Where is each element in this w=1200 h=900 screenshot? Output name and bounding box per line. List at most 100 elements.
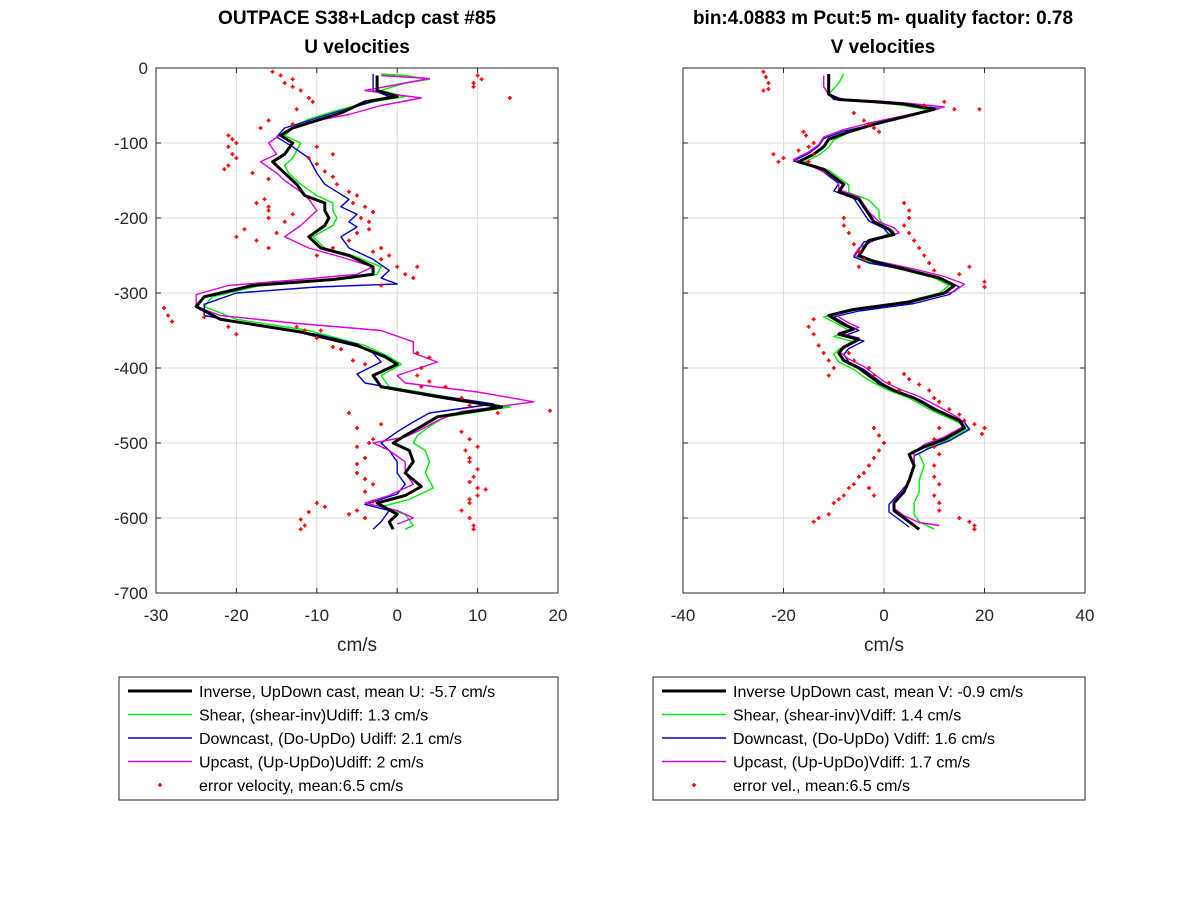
u-x-tick-label: 0 — [392, 606, 401, 625]
u-x-tick-label: 20 — [549, 606, 568, 625]
u-series-line-0 — [194, 75, 504, 531]
v-error-velocity-point — [902, 223, 907, 228]
v-error-velocity-point — [806, 324, 811, 329]
v-error-velocity-point — [947, 407, 952, 412]
v-x-axis-label: cm/s — [864, 635, 904, 656]
v-error-velocity-point — [982, 285, 987, 289]
v-error-velocity-point — [851, 111, 856, 115]
u-error-velocity-point — [415, 264, 420, 269]
u-error-velocity-point — [367, 227, 372, 232]
v-error-velocity-point — [846, 231, 851, 235]
u-error-velocity-point — [371, 482, 376, 487]
u-error-velocity-point — [459, 508, 464, 513]
u-error-velocity-point — [226, 324, 231, 329]
v-error-velocity-point — [861, 471, 866, 475]
v-error-velocity-point — [922, 253, 927, 258]
v-error-velocity-point — [907, 208, 912, 213]
u-error-velocity-point — [314, 336, 319, 340]
v-legend-label-3: Upcast, (Up-UpDo)Vdiff: 1.7 cm/s — [733, 755, 970, 772]
u-error-velocity-point — [250, 171, 255, 175]
u-error-velocity-point — [379, 283, 384, 288]
v-error-velocity-point — [876, 129, 881, 134]
u-error-velocity-point — [475, 486, 480, 490]
u-error-velocity-point — [290, 84, 295, 89]
v-x-tick-label: 40 — [1076, 606, 1095, 625]
v-error-velocity-point — [766, 87, 771, 91]
v-series-line-1 — [802, 73, 971, 530]
u-y-tick-label: -600 — [114, 509, 148, 528]
u-error-velocity-point — [371, 210, 376, 214]
v-error-velocity-point — [846, 351, 851, 355]
u-legend-label-2: Downcast, (Do-UpDo) Udiff: 2.1 cm/s — [199, 731, 462, 748]
u-error-velocity-point — [467, 403, 472, 408]
u-error-velocity-point — [475, 493, 480, 498]
u-error-velocity-point — [314, 501, 319, 505]
u-error-velocity-point — [395, 264, 400, 269]
u-y-tick-label: -300 — [114, 284, 148, 303]
u-error-velocity-point — [330, 345, 335, 349]
u-error-velocity-point — [254, 238, 259, 243]
u-error-velocity-point — [371, 499, 376, 504]
v-error-velocity-point — [937, 399, 942, 404]
v-error-velocity-point — [811, 332, 816, 337]
u-error-velocity-point — [334, 182, 339, 187]
v-error-velocity-point — [979, 432, 984, 436]
v-error-velocity-point — [861, 257, 866, 262]
u-error-velocity-point — [162, 306, 167, 310]
v-error-velocity-point — [841, 216, 846, 220]
u-error-velocity-point — [355, 231, 359, 235]
u-error-velocity-point — [282, 81, 287, 85]
u-error-velocity-point — [355, 462, 359, 466]
v-error-velocity-point — [826, 358, 831, 363]
u-chart-title-line-2: U velocities — [304, 37, 410, 58]
v-error-velocity-point — [937, 482, 942, 487]
u-legend-label-0: Inverse, UpDown cast, mean U: -5.7 cm/s — [199, 684, 495, 701]
u-error-velocity-point — [463, 448, 468, 453]
u-error-velocity-point — [419, 384, 424, 389]
v-error-velocity-point — [932, 396, 937, 400]
u-error-velocity-point — [471, 474, 476, 479]
u-error-velocity-point — [290, 77, 295, 82]
u-error-velocity-point — [363, 204, 368, 209]
v-error-velocity-point — [932, 493, 937, 498]
u-error-velocity-point — [355, 508, 359, 513]
v-error-velocity-point — [816, 516, 821, 520]
v-error-velocity-point — [907, 377, 912, 382]
u-error-velocity-point — [266, 177, 271, 181]
v-error-velocity-point — [801, 129, 806, 134]
v-legend-swatch-error — [692, 783, 696, 787]
v-error-velocity-point — [871, 493, 876, 498]
u-error-velocity-point — [230, 152, 235, 157]
u-error-velocity-point — [310, 99, 315, 104]
u-error-velocity-point — [379, 246, 384, 250]
v-error-velocity-point — [937, 452, 942, 457]
v-error-velocity-point — [962, 418, 967, 423]
v-error-velocity-point — [882, 441, 886, 445]
v-chart-title-line-2: V velocities — [831, 37, 936, 58]
u-error-velocity-point — [314, 144, 319, 149]
u-error-velocity-point — [379, 257, 384, 262]
v-x-tick-label: -40 — [671, 606, 696, 625]
u-error-velocity-point — [226, 163, 231, 168]
u-error-velocity-point — [346, 238, 351, 243]
v-error-velocity-point — [831, 501, 836, 505]
u-error-velocity-point — [363, 516, 368, 520]
u-error-velocity-point — [387, 253, 392, 258]
u-error-velocity-point — [467, 480, 472, 484]
u-y-tick-label: -400 — [114, 359, 148, 378]
u-error-velocity-point — [403, 272, 408, 277]
v-x-tick-label: 20 — [975, 606, 994, 625]
u-error-velocity-point — [314, 162, 319, 166]
v-error-velocity-point — [826, 373, 831, 378]
v-legend-label-1: Shear, (shear-inv)Vdiff: 1.4 cm/s — [733, 708, 961, 725]
v-legend: Inverse UpDown cast, mean V: -0.9 cm/s Sh… — [652, 676, 1086, 801]
u-error-velocity-point — [467, 459, 472, 464]
u-error-velocity-point — [346, 411, 351, 415]
u-error-velocity-point — [302, 523, 307, 528]
v-error-velocity-point — [871, 126, 876, 130]
v-velocity-panel: bin:4.0883 m Pcut:5 m- quality factor: 0… — [652, 8, 1095, 801]
u-error-velocity-point — [262, 197, 267, 202]
v-error-velocity-point — [917, 382, 922, 387]
v-error-velocity-point — [937, 501, 942, 505]
u-error-velocity-point — [411, 276, 416, 280]
